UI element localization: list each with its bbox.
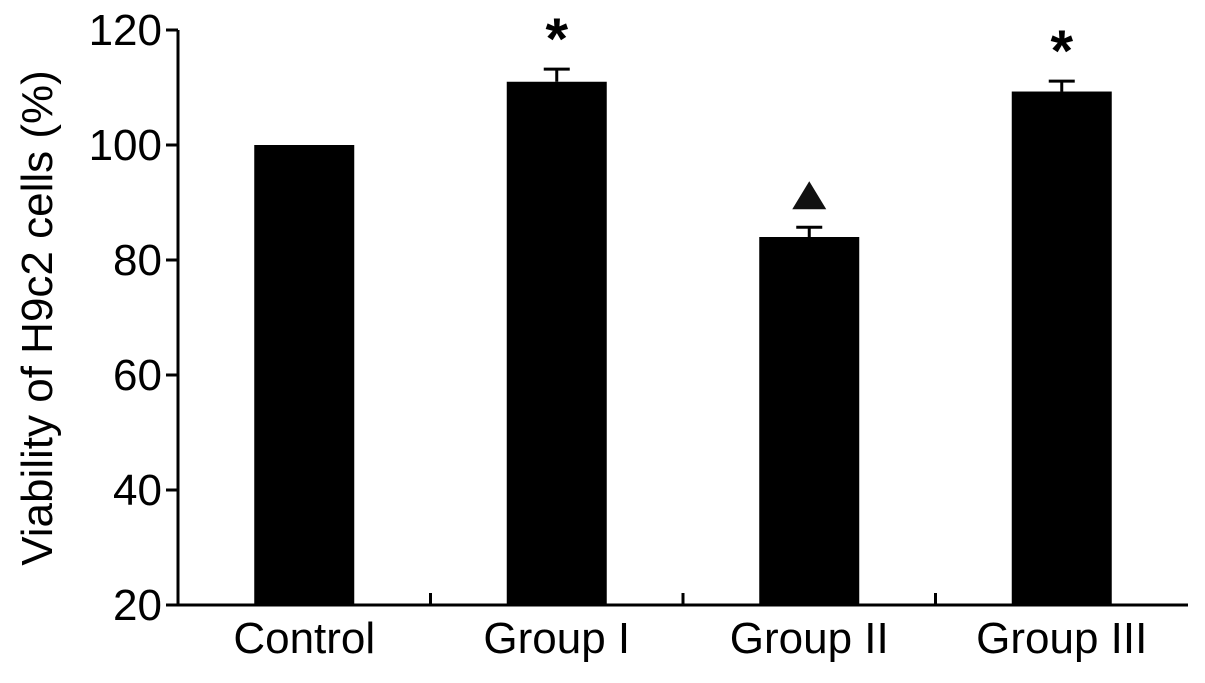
bar [759,237,860,605]
significance-asterisk: * [1050,19,1073,84]
significance-asterisk: * [545,7,568,72]
x-category-label: Group II [730,614,889,663]
y-tick-label: 120 [89,6,162,55]
x-category-label: Control [233,614,375,663]
y-tick-label: 40 [113,466,162,515]
y-tick-label: 60 [113,351,162,400]
x-category-label: Group III [976,614,1147,663]
y-axis-label: Viability of H9c2 cells (%) [13,70,62,566]
x-category-label: Group I [483,614,630,663]
bar [1011,91,1112,605]
y-tick-label: 20 [113,581,162,630]
significance-triangle [792,181,827,210]
y-tick-label: 100 [89,121,162,170]
bar [254,145,355,605]
y-tick-label: 80 [113,236,162,285]
bar [506,81,607,605]
